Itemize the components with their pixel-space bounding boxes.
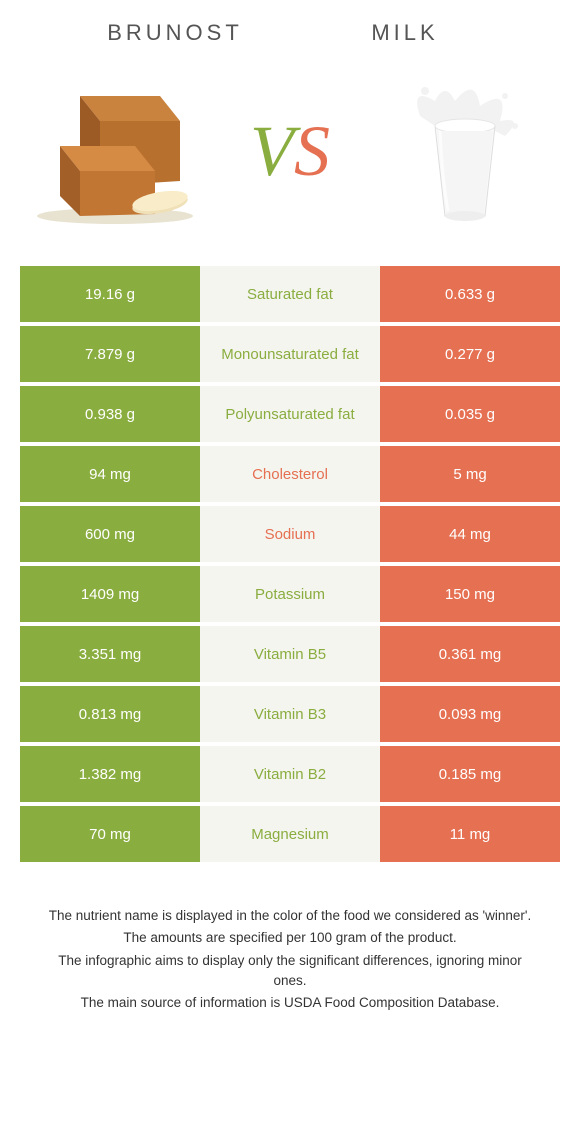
value-left: 19.16 g xyxy=(20,266,200,322)
nutrient-label: Potassium xyxy=(200,566,380,622)
value-right: 150 mg xyxy=(380,566,560,622)
value-right: 0.035 g xyxy=(380,386,560,442)
vs-label: VS xyxy=(250,110,330,193)
nutrient-label: Monounsaturated fat xyxy=(200,326,380,382)
nutrient-label: Magnesium xyxy=(200,806,380,862)
value-right: 0.185 mg xyxy=(380,746,560,802)
value-right: 0.633 g xyxy=(380,266,560,322)
nutrient-label: Vitamin B5 xyxy=(200,626,380,682)
value-right: 0.277 g xyxy=(380,326,560,382)
comparison-table: 19.16 gSaturated fat0.633 g7.879 gMonoun… xyxy=(20,266,560,866)
nutrient-label: Vitamin B2 xyxy=(200,746,380,802)
footer-line: The main source of information is USDA F… xyxy=(40,993,540,1013)
table-row: 600 mgSodium44 mg xyxy=(20,506,560,562)
value-left: 0.938 g xyxy=(20,386,200,442)
table-row: 7.879 gMonounsaturated fat0.277 g xyxy=(20,326,560,382)
value-left: 1409 mg xyxy=(20,566,200,622)
cheese-icon xyxy=(30,76,200,226)
value-left: 1.382 mg xyxy=(20,746,200,802)
header: BRUNOST MILK xyxy=(0,20,580,46)
nutrient-label: Sodium xyxy=(200,506,380,562)
value-left: 94 mg xyxy=(20,446,200,502)
value-left: 600 mg xyxy=(20,506,200,562)
footer-line: The amounts are specified per 100 gram o… xyxy=(40,928,540,948)
value-right: 5 mg xyxy=(380,446,560,502)
nutrient-label: Polyunsaturated fat xyxy=(200,386,380,442)
value-right: 44 mg xyxy=(380,506,560,562)
table-row: 1.382 mgVitamin B20.185 mg xyxy=(20,746,560,802)
table-row: 94 mgCholesterol5 mg xyxy=(20,446,560,502)
vs-s: S xyxy=(294,110,330,193)
vs-v: V xyxy=(250,110,294,193)
table-row: 19.16 gSaturated fat0.633 g xyxy=(20,266,560,322)
value-right: 0.093 mg xyxy=(380,686,560,742)
footer-notes: The nutrient name is displayed in the co… xyxy=(40,906,540,1015)
value-left: 3.351 mg xyxy=(20,626,200,682)
table-row: 3.351 mgVitamin B50.361 mg xyxy=(20,626,560,682)
nutrient-label: Saturated fat xyxy=(200,266,380,322)
value-right: 0.361 mg xyxy=(380,626,560,682)
value-left: 70 mg xyxy=(20,806,200,862)
value-left: 7.879 g xyxy=(20,326,200,382)
value-left: 0.813 mg xyxy=(20,686,200,742)
footer-line: The infographic aims to display only the… xyxy=(40,951,540,992)
nutrient-label: Vitamin B3 xyxy=(200,686,380,742)
nutrient-label: Cholesterol xyxy=(200,446,380,502)
title-right: MILK xyxy=(290,20,520,46)
milk-icon xyxy=(400,76,530,226)
title-left: BRUNOST xyxy=(60,20,290,46)
table-row: 0.813 mgVitamin B30.093 mg xyxy=(20,686,560,742)
table-row: 0.938 gPolyunsaturated fat0.035 g xyxy=(20,386,560,442)
images-row: VS xyxy=(0,66,580,236)
milk-image xyxy=(380,66,550,236)
footer-line: The nutrient name is displayed in the co… xyxy=(40,906,540,926)
value-right: 11 mg xyxy=(380,806,560,862)
table-row: 1409 mgPotassium150 mg xyxy=(20,566,560,622)
brunost-image xyxy=(30,66,200,236)
table-row: 70 mgMagnesium11 mg xyxy=(20,806,560,862)
